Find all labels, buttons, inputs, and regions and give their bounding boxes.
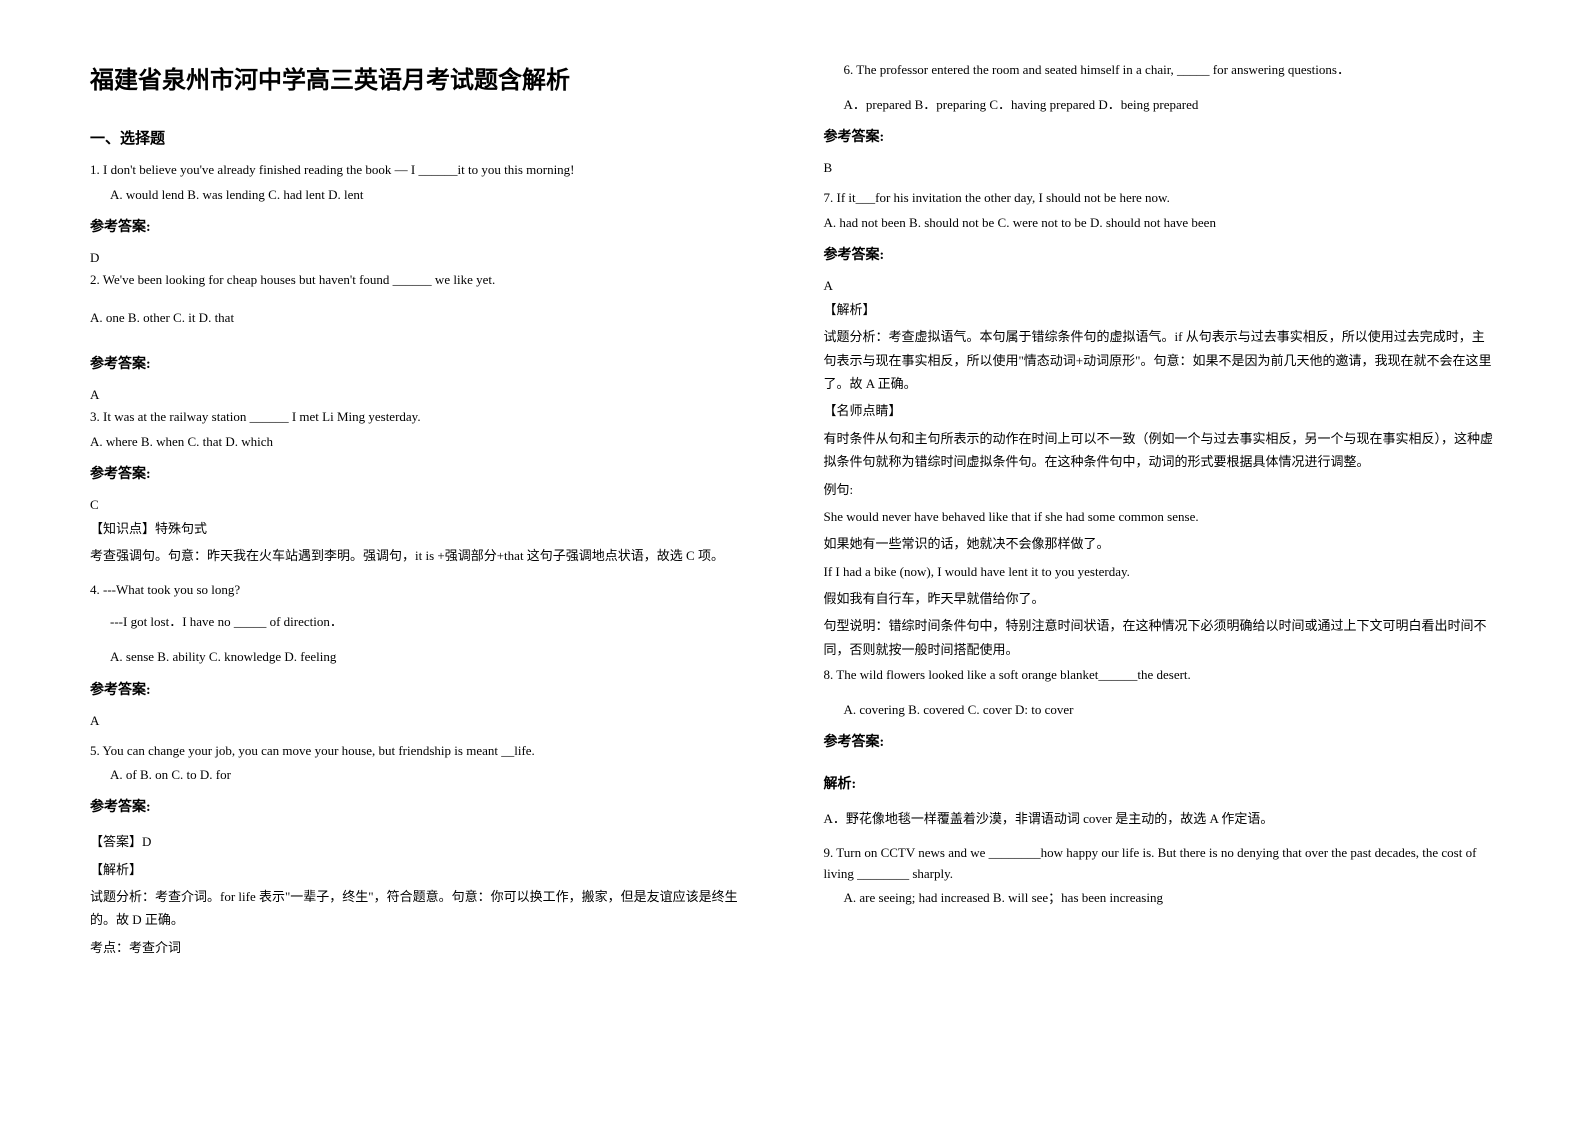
q2-options: A. one B. other C. it D. that (90, 308, 764, 329)
q4-answer: A (90, 713, 764, 729)
q7-tip-tag: 【名师点睛】 (824, 399, 1498, 422)
q7-example1: She would never have behaved like that i… (824, 505, 1498, 528)
q4-answer-label: 参考答案: (90, 679, 764, 699)
left-column: 福建省泉州市河中学高三英语月考试题含解析 一、选择题 1. I don't be… (90, 60, 764, 1062)
q3-explain: 考查强调句。句意：昨天我在火车站遇到李明。强调句，it is +强调部分+tha… (90, 544, 764, 567)
q2-answer-label: 参考答案: (90, 353, 764, 373)
q6-text: 6. The professor entered the room and se… (844, 60, 1498, 81)
q7-example2cn: 假如我有自行车，昨天早就借给你了。 (824, 587, 1498, 610)
q1-answer: D (90, 250, 764, 266)
q7-explain1: 试题分析：考查虚拟语气。本句属于错综条件句的虚拟语气。if 从句表示与过去事实相… (824, 325, 1498, 395)
q5-explain: 试题分析：考查介词。for life 表示"一辈子，终生"，符合题意。句意：你可… (90, 885, 764, 932)
q1-text: 1. I don't believe you've already finish… (90, 160, 764, 181)
q7-text: 7. If it___for his invitation the other … (824, 188, 1498, 209)
q5-options: A. of B. on C. to D. for (110, 765, 764, 786)
q4-text2: ---I got lost．I have no _____ of directi… (110, 612, 764, 633)
q2-text: 2. We've been looking for cheap houses b… (90, 270, 764, 291)
q8-answer-label: 参考答案: (824, 731, 1498, 751)
q3-knowledge: 【知识点】特殊句式 (90, 517, 764, 540)
q7-example-label: 例句: (824, 478, 1498, 501)
q3-options: A. where B. when C. that D. which (90, 432, 764, 453)
right-column: 6. The professor entered the room and se… (824, 60, 1498, 1062)
section-header: 一、选择题 (90, 127, 764, 148)
q3-answer-label: 参考答案: (90, 463, 764, 483)
q1-options: A. would lend B. was lending C. had lent… (110, 185, 764, 206)
q6-options: A．prepared B．preparing C．having prepared… (844, 93, 1498, 116)
q8-options: A. covering B. covered C. cover D: to co… (844, 698, 1498, 721)
q5-answer-tag: 【答案】D (90, 830, 764, 853)
q7-example2: If I had a bike (now), I would have lent… (824, 560, 1498, 583)
q7-answer: A (824, 278, 1498, 294)
q8-explain: A．野花像地毯一样覆盖着沙漠，非谓语动词 cover 是主动的，故选 A 作定语… (824, 807, 1498, 830)
q7-example1cn: 如果她有一些常识的话，她就决不会像那样做了。 (824, 532, 1498, 555)
q6-answer-label: 参考答案: (824, 126, 1498, 146)
q5-text: 5. You can change your job, you can move… (90, 741, 764, 762)
page-title: 福建省泉州市河中学高三英语月考试题含解析 (90, 60, 764, 95)
q1-answer-label: 参考答案: (90, 216, 764, 236)
q7-tip2: 句型说明：错综时间条件句中，特别注意时间状语，在这种情况下必须明确给以时间或通过… (824, 614, 1498, 661)
q7-answer-label: 参考答案: (824, 244, 1498, 264)
q3-answer: C (90, 497, 764, 513)
q3-text: 3. It was at the railway station ______ … (90, 407, 764, 428)
q4-options: A. sense B. ability C. knowledge D. feel… (110, 645, 764, 668)
q7-options: A. had not been B. should not be C. were… (824, 213, 1498, 234)
q2-answer: A (90, 387, 764, 403)
q8-explain-label: 解析: (824, 773, 1498, 793)
q4-text: 4. ---What took you so long? (90, 580, 764, 601)
q6-answer: B (824, 160, 1498, 176)
q7-tip1: 有时条件从句和主句所表示的动作在时间上可以不一致（例如一个与过去事实相反，另一个… (824, 427, 1498, 474)
q5-explain-tag: 【解析】 (90, 858, 764, 881)
q8-text: 8. The wild flowers looked like a soft o… (824, 665, 1498, 686)
q9-options: A. are seeing; had increased B. will see… (844, 888, 1498, 909)
q5-answer-label: 参考答案: (90, 796, 764, 816)
q9-text: 9. Turn on CCTV news and we ________how … (824, 843, 1498, 885)
q7-explain-tag: 【解析】 (824, 298, 1498, 321)
q5-point: 考点：考查介词 (90, 936, 764, 959)
